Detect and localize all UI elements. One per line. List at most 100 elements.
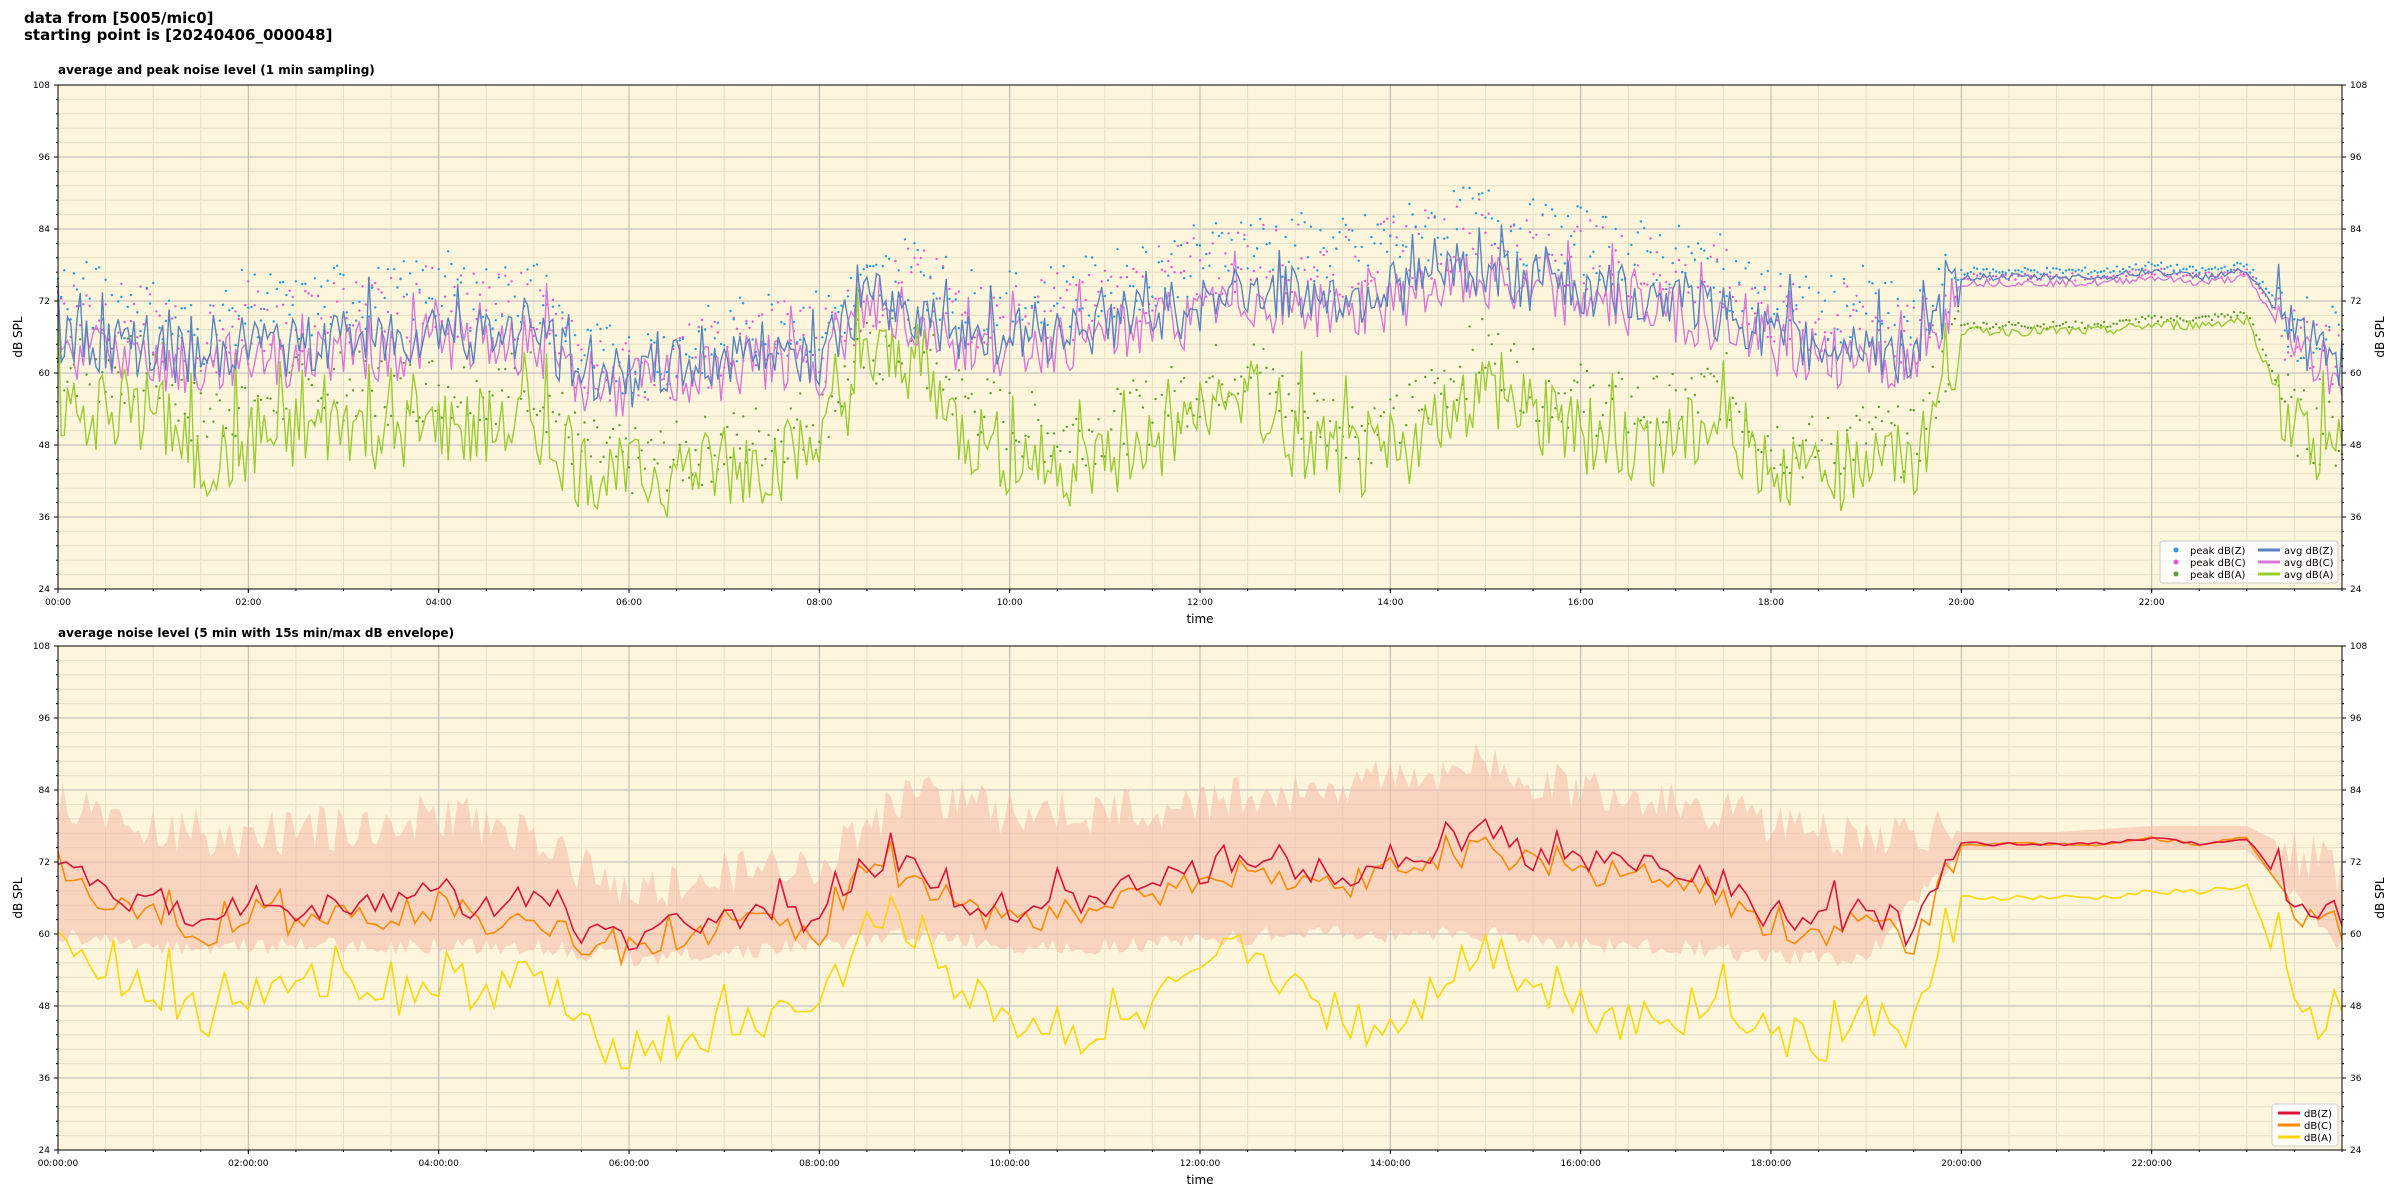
peak-point <box>1284 415 1287 419</box>
peak-point <box>754 407 758 410</box>
peak-point <box>1960 324 1963 327</box>
peak-point <box>1018 440 1021 444</box>
peak-point <box>383 296 386 300</box>
peak-point <box>542 294 545 298</box>
peak-point <box>573 334 577 337</box>
peak-point <box>783 322 786 326</box>
peak-point <box>1865 312 1868 315</box>
peak-point <box>488 286 491 289</box>
peak-point <box>570 462 574 466</box>
peak-point <box>976 433 980 436</box>
peak-point <box>1738 281 1741 284</box>
peak-point <box>1842 467 1846 470</box>
peak-point <box>1119 392 1122 396</box>
peak-point <box>234 434 237 438</box>
peak-point <box>789 407 792 410</box>
peak-point <box>1110 428 1113 431</box>
peak-point <box>1056 272 1059 275</box>
peak-point <box>1506 250 1509 253</box>
peak-point <box>218 399 221 402</box>
peak-point <box>1671 261 1674 265</box>
peak-point <box>653 458 656 461</box>
peak-point <box>859 330 862 333</box>
peak-point <box>627 466 631 469</box>
peak-point <box>735 360 739 363</box>
peak-point <box>431 297 434 300</box>
peak-point <box>1915 452 1919 456</box>
peak-point <box>1062 429 1065 432</box>
peak-point <box>1937 400 1941 403</box>
peak-point <box>1646 283 1649 286</box>
peak-point <box>2141 315 2144 319</box>
peak-point <box>558 304 561 307</box>
peak-point <box>380 291 383 294</box>
peak-point <box>1373 407 1376 410</box>
peak-point <box>1205 380 1208 384</box>
peak-point <box>234 343 237 347</box>
peak-point <box>878 373 881 376</box>
peak-point <box>1135 270 1138 274</box>
peak-point <box>1852 458 1855 461</box>
peak-point <box>469 411 472 415</box>
peak-point <box>1182 277 1186 280</box>
peak-point <box>209 304 212 307</box>
peak-point <box>1338 426 1341 429</box>
peak-point <box>1030 391 1034 394</box>
peak-point <box>1899 476 1903 479</box>
peak-point <box>342 287 345 291</box>
peak-point <box>1354 436 1357 439</box>
y-tick-label-right: 96 <box>2350 714 2362 724</box>
peak-point <box>910 266 913 269</box>
peak-point <box>2315 323 2318 326</box>
peak-point <box>488 390 491 393</box>
peak-point <box>1747 261 1751 264</box>
peak-point <box>2315 347 2318 350</box>
peak-point <box>1569 388 1573 392</box>
peak-point <box>2239 271 2242 274</box>
peak-point <box>1655 251 1659 254</box>
peak-point <box>672 458 675 461</box>
peak-point <box>282 303 285 306</box>
peak-point <box>1807 422 1811 426</box>
peak-point <box>761 313 764 316</box>
peak-point <box>2128 270 2131 273</box>
peak-point <box>82 277 85 280</box>
peak-point <box>523 390 526 393</box>
peak-point <box>98 266 101 269</box>
peak-point <box>1719 290 1722 294</box>
peak-point <box>1909 408 1912 412</box>
legend: peak dB(Z)peak dB(C)peak dB(A)avg dB(Z)a… <box>2159 540 2339 584</box>
peak-point <box>110 293 114 297</box>
peak-point <box>1925 427 1928 431</box>
peak-point <box>1341 217 1345 220</box>
peak-point <box>1129 284 1132 288</box>
peak-point <box>297 337 301 341</box>
peak-point <box>1274 229 1278 232</box>
peak-point <box>237 406 240 410</box>
peak-point <box>640 449 643 452</box>
peak-point <box>926 387 929 390</box>
peak-point <box>1798 285 1801 289</box>
peak-point <box>1094 462 1097 466</box>
peak-point <box>2283 329 2287 332</box>
peak-point <box>1468 325 1471 328</box>
peak-point <box>63 389 66 392</box>
y-tick-label-left: 60 <box>39 369 51 379</box>
peak-point <box>1274 225 1278 228</box>
peak-point <box>1760 301 1763 305</box>
peak-point <box>418 291 421 294</box>
peak-point <box>504 274 507 277</box>
peak-point <box>2280 291 2283 294</box>
peak-point <box>1620 234 1624 238</box>
peak-point <box>75 288 79 291</box>
peak-point <box>1027 322 1030 325</box>
peak-point <box>142 323 145 326</box>
peak-point <box>542 304 545 307</box>
peak-point <box>684 440 688 444</box>
peak-point <box>507 283 510 286</box>
series-line-avg-db-c- <box>57 240 2343 417</box>
peak-point <box>1525 219 1528 222</box>
peak-point <box>1630 243 1633 247</box>
peak-point <box>1823 331 1827 334</box>
peak-point <box>85 373 88 376</box>
